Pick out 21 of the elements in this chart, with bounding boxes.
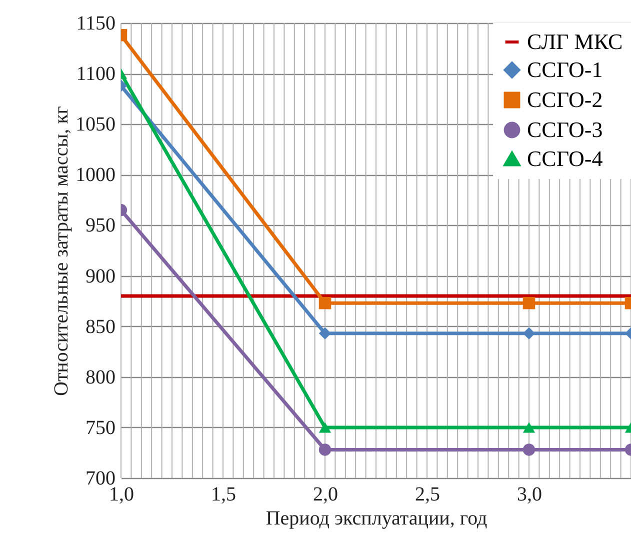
legend-label: СЛГ МКС: [527, 29, 623, 54]
legend-label: ССГО-4: [527, 146, 603, 171]
legend-label: ССГО-1: [527, 57, 603, 82]
y-tick-label: 1000: [76, 164, 116, 186]
y-tick-label: 1150: [76, 12, 116, 34]
x-tick-label: 2,5: [415, 484, 440, 506]
y-tick-label: 850: [86, 316, 116, 338]
y-tick-label: 950: [86, 214, 116, 237]
x-axis-title: Период эксплуатации, год: [266, 508, 488, 530]
y-tick-label: 1100: [76, 63, 116, 86]
y-tick-label: 900: [86, 265, 116, 288]
y-tick-label: 750: [86, 416, 116, 439]
legend-label: ССГО-3: [527, 117, 603, 142]
x-tick-label: 2,0: [313, 484, 338, 506]
x-tick-label: 1,0: [109, 484, 134, 506]
y-tick-label: 1050: [76, 114, 116, 136]
y-axis-title: Относительные затраты массы, кг: [50, 106, 72, 396]
y-tick-label: 800: [86, 366, 116, 388]
x-tick-label: 3,0: [517, 484, 542, 506]
legend-label: ССГО-2: [527, 87, 603, 112]
x-tick-label: 1,5: [211, 484, 236, 506]
